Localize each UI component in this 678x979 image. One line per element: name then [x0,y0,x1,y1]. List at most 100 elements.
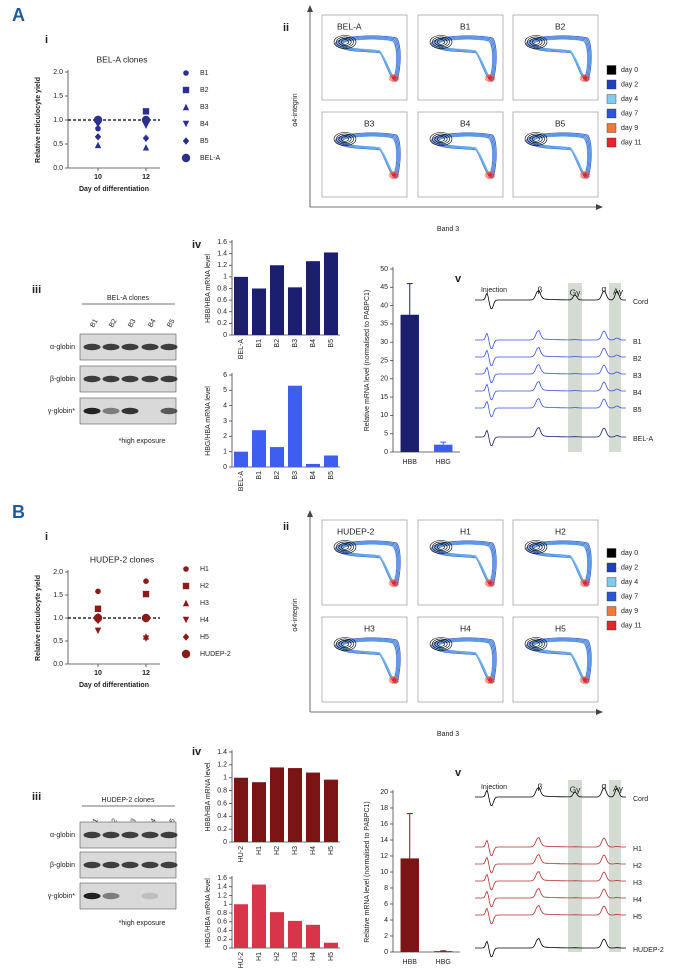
marker [93,613,103,623]
x-axis-label: Band 3 [437,226,459,233]
flow-plot [512,14,599,101]
y-tick-label: 15 [380,394,388,401]
panel-label: ii [283,22,289,34]
x-tick-label: H2 [274,846,281,855]
contour [531,39,541,45]
legend-label: day 7 [621,593,638,600]
bar [233,451,249,467]
bar [434,951,453,952]
y-tick-label: 1.6 [217,239,227,246]
flow-plot-title: B1 [460,21,471,31]
trace [475,426,626,447]
contour [391,581,397,585]
x-tick-label: HBB [403,959,418,966]
trace-label: B5 [633,407,642,414]
peak-label: β [538,781,543,791]
flow-plot [417,111,504,198]
contour [438,641,493,679]
x-tick-label: B3 [292,471,299,480]
contour [582,76,588,80]
lane-label: B1 [89,318,99,329]
band [83,861,101,869]
y-tick-label: 0.8 [217,285,227,292]
y-tick-label: 0.5 [53,141,63,148]
y-tick-label: 1.4 [217,749,227,756]
contour [531,544,541,550]
flow-plot-title: H5 [555,623,566,633]
contour [342,136,397,174]
contour [429,35,453,49]
marker [142,590,150,598]
contour [436,544,446,550]
contour [438,544,493,582]
band [83,375,101,383]
bar [251,782,267,842]
y-tick-label: 1 [223,901,227,908]
y-axis-label: Relative reticulocyte yield [35,77,42,163]
legend-label: BEL-A [200,155,221,162]
flow-plot [321,519,408,606]
panel-label: i [45,531,48,543]
x-tick-label: 10 [94,670,102,677]
legend-marker [182,120,190,128]
contour [524,132,548,146]
y-tick-label: 1.5 [53,93,63,100]
trace [475,937,626,958]
y-tick-label: 4 [384,917,388,924]
blot-note: *high exposure [119,438,166,445]
y-tick-label: 4 [223,403,227,410]
lane-label: B5 [166,318,176,329]
y-axis-label: α4-integrin [292,598,299,631]
y-tick-label: 0 [384,949,388,956]
arrow [596,204,603,210]
bar [323,252,339,335]
y-tick-label: 2.0 [53,69,63,76]
band [160,407,178,415]
blot-row-label: β-globin [50,376,75,383]
y-axis-label: HBG/HBA mRNA level [205,386,212,456]
bar [269,447,285,467]
contour [434,542,448,551]
y-axis-label: HBB/HBA mRNA level [205,254,212,323]
trace [475,853,626,874]
trace [475,786,626,807]
legend-swatch [606,577,617,587]
marker [94,133,102,141]
x-tick-label: HU-2 [238,952,245,968]
legend-swatch [606,123,617,133]
trace-label: H1 [633,846,642,853]
marker [95,588,101,595]
trace-label: B3 [633,373,642,380]
legend-label: B1 [200,70,209,77]
contour [487,581,493,585]
flow-plot-title: H4 [460,623,471,633]
marker [142,108,150,115]
band [83,831,101,839]
trace-label: Cord [633,796,648,803]
contour [487,173,493,177]
band [83,343,101,351]
contour [579,676,591,684]
peak-band [609,780,621,952]
chart-title: BEL-A clones [96,54,147,64]
band [141,343,159,351]
marker [94,605,102,612]
x-tick-label: H3 [292,846,299,855]
flow-plot [321,616,408,703]
y-axis-label: HBB/HBA mRNA level [205,762,212,831]
legend-label: B2 [200,87,209,94]
trace [475,289,626,310]
x-tick-label: BEL-A [238,471,245,492]
panel-label: iv [192,746,202,758]
y-tick-label: 2.0 [53,569,63,576]
contour [533,39,588,77]
band [102,892,120,900]
contour [338,542,352,551]
bar [269,265,285,335]
y-tick-label: 1.0 [53,117,63,124]
contour [436,641,446,647]
y-tick-label: 20 [380,789,388,796]
contour [388,171,400,179]
panel-label: iii [32,791,41,803]
y-tick-label: 1 [223,274,227,281]
